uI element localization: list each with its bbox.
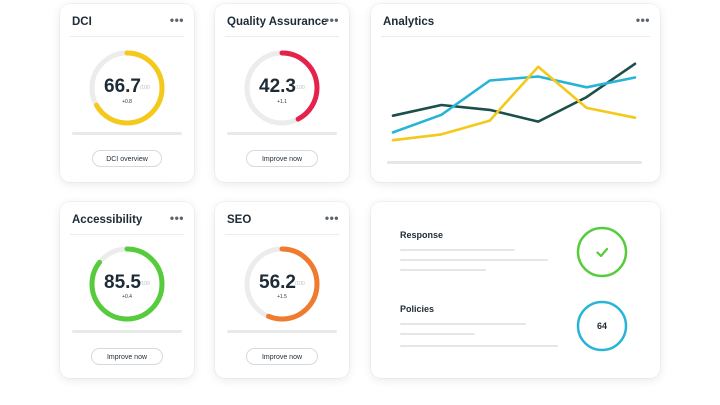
score-bar <box>227 330 337 333</box>
placeholder-line <box>400 269 486 271</box>
score-bar <box>72 132 182 135</box>
policies-score-ring <box>576 300 628 352</box>
score-gauge <box>244 246 320 322</box>
placeholder-line <box>400 333 475 335</box>
score-max: /100 <box>295 281 305 287</box>
score-delta: +0.4 <box>122 294 132 300</box>
card-title: DCI <box>72 16 92 28</box>
score-delta: +0.8 <box>122 99 132 105</box>
more-options-icon[interactable]: ••• <box>169 211 184 225</box>
status-card: Response Policies 64 <box>371 202 660 378</box>
score-value: 85.5 <box>104 272 141 293</box>
check-icon <box>596 247 609 258</box>
chart-baseline <box>387 161 642 164</box>
improve-now-button[interactable]: Improve now <box>91 348 163 365</box>
gauge-arc <box>244 246 320 322</box>
score-value: 56.2 <box>259 272 296 293</box>
quality-assurance-card: Quality Assurance ••• 42.3 /100 +1.1 Imp… <box>215 4 349 182</box>
divider <box>70 36 184 37</box>
accessibility-card: Accessibility ••• 85.5 /100 +0.4 Improve… <box>60 202 194 378</box>
score-bar <box>227 132 337 135</box>
analytics-line-chart <box>391 62 637 142</box>
chart-series-line-3 <box>391 65 637 142</box>
policies-value: 64 <box>596 321 607 331</box>
score-max: /100 <box>140 281 150 287</box>
gauge-arc <box>244 50 320 126</box>
score-gauge <box>89 50 165 126</box>
divider <box>70 234 184 235</box>
improve-now-button[interactable]: Improve now <box>246 348 318 365</box>
policies-label: Policies <box>400 304 435 314</box>
score-max: /100 <box>140 85 150 91</box>
more-options-icon[interactable]: ••• <box>635 13 650 27</box>
divider <box>225 234 339 235</box>
dci-overview-button[interactable]: DCI overview <box>92 150 162 167</box>
card-title: SEO <box>227 214 252 226</box>
divider <box>225 36 339 37</box>
card-title: Analytics <box>383 16 435 28</box>
card-title: Quality Assurance <box>227 16 328 28</box>
response-check-badge <box>576 226 628 278</box>
more-options-icon[interactable]: ••• <box>169 13 184 27</box>
card-title: Accessibility <box>72 214 143 226</box>
score-value: 42.3 <box>259 76 296 97</box>
dci-card: DCI ••• 66.7 /100 +0.8 DCI overview <box>60 4 194 182</box>
score-bar <box>72 330 182 333</box>
seo-card: SEO ••• 56.2 /100 +1.5 Improve now <box>215 202 349 378</box>
gauge-arc <box>89 50 165 126</box>
placeholder-line <box>400 345 558 347</box>
score-delta: +1.1 <box>277 99 287 105</box>
more-options-icon[interactable]: ••• <box>324 13 339 27</box>
score-value: 66.7 <box>104 76 141 97</box>
score-gauge <box>89 246 165 322</box>
gauge-arc <box>89 246 165 322</box>
score-delta: +1.5 <box>277 294 287 300</box>
more-options-icon[interactable]: ••• <box>324 211 339 225</box>
chart-series-line-2 <box>391 75 637 134</box>
placeholder-line <box>400 323 526 325</box>
chart-series-line-1 <box>391 62 637 123</box>
score-gauge <box>244 50 320 126</box>
response-label: Response <box>400 230 444 240</box>
divider <box>381 36 650 37</box>
placeholder-line <box>400 249 515 251</box>
improve-now-button[interactable]: Improve now <box>246 150 318 167</box>
placeholder-line <box>400 259 548 261</box>
analytics-card: Analytics ••• <box>371 4 660 182</box>
score-max: /100 <box>295 85 305 91</box>
